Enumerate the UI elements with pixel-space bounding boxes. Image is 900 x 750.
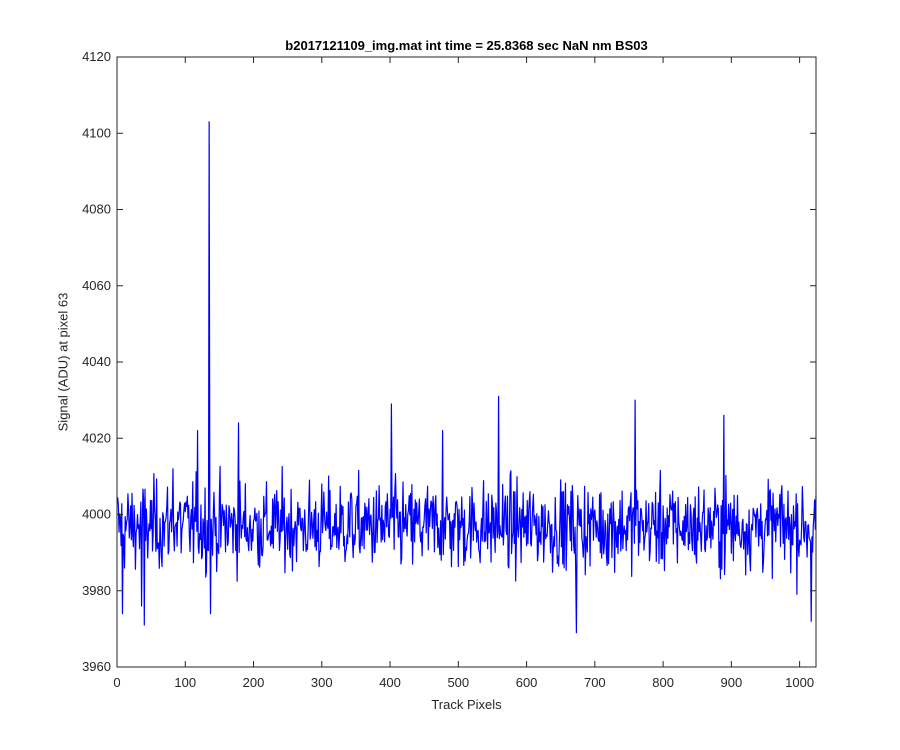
y-tick-label: 4060 — [82, 278, 111, 293]
x-tick-label: 900 — [721, 675, 743, 690]
x-tick-label: 600 — [516, 675, 538, 690]
y-tick-label: 4080 — [82, 202, 111, 217]
y-tick-label: 4100 — [82, 125, 111, 140]
x-tick-label: 200 — [243, 675, 265, 690]
x-tick-label: 700 — [584, 675, 606, 690]
y-tick-label: 4040 — [82, 354, 111, 369]
x-axis-label: Track Pixels — [431, 697, 502, 712]
x-tick-label: 300 — [311, 675, 333, 690]
y-tick-label: 4120 — [82, 49, 111, 64]
x-tick-label: 500 — [447, 675, 469, 690]
x-tick-label: 800 — [652, 675, 674, 690]
signal-series-line — [117, 121, 817, 634]
y-tick-label: 4020 — [82, 430, 111, 445]
x-tick-label: 100 — [174, 675, 196, 690]
x-tick-label: 1000 — [785, 675, 814, 690]
x-tick-label: 400 — [379, 675, 401, 690]
y-tick-label: 3960 — [82, 659, 111, 674]
y-tick-label: 4000 — [82, 507, 111, 522]
chart-title: b2017121109_img.mat int time = 25.8368 s… — [285, 38, 648, 53]
x-tick-label: 0 — [113, 675, 120, 690]
y-tick-label: 3980 — [82, 583, 111, 598]
axes-background — [117, 57, 816, 667]
